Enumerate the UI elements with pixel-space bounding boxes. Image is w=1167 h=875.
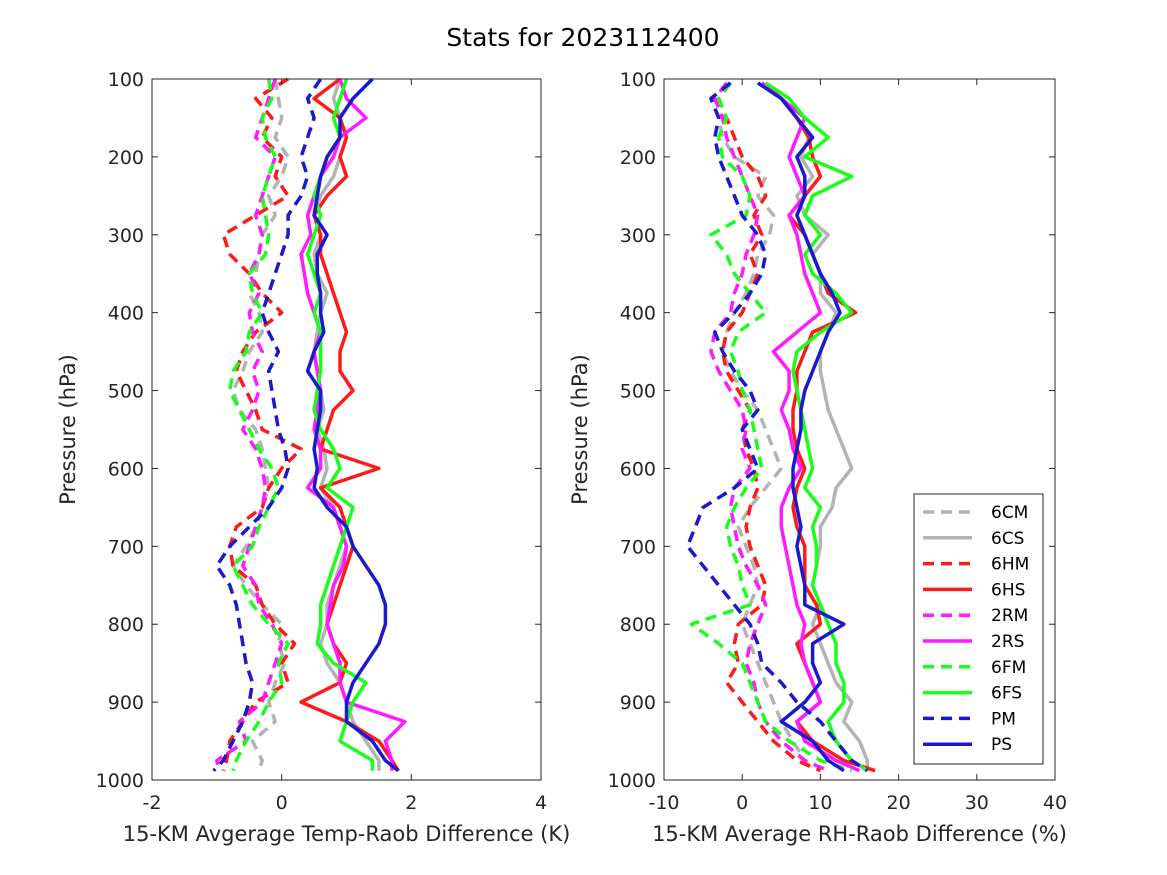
legend-label-6hm: 6HM [991, 555, 1029, 575]
y-axis-label: Pressure (hPa) [568, 354, 592, 505]
legend-label-6cs: 6CS [991, 529, 1024, 549]
series-line-6fm [689, 81, 853, 773]
y-tick-label: 500 [108, 381, 144, 403]
y-tick-label: 500 [620, 381, 656, 403]
legend-label-2rm: 2RM [991, 606, 1028, 626]
series-line-pm [685, 81, 869, 773]
x-tick-label: 40 [1043, 792, 1067, 814]
series-line-6fs [305, 78, 375, 771]
y-tick-label: 400 [620, 303, 656, 325]
series-line-6hm [716, 81, 822, 773]
series-line-6hm [221, 77, 303, 772]
series-line-pm [212, 78, 323, 772]
y-tick-label: 700 [108, 536, 144, 558]
series-line-6cm [709, 81, 814, 772]
x-tick-label: -2 [143, 792, 162, 814]
x-axis-label: 15-KM Avgerage Temp-Raob Difference (K) [123, 822, 571, 846]
series-line-6hs [760, 81, 876, 773]
y-tick-label: 1000 [608, 770, 656, 792]
y-tick-label: 300 [108, 225, 144, 247]
x-tick-label: 30 [965, 792, 989, 814]
y-tick-label: 200 [108, 147, 144, 169]
y-axis-label: Pressure (hPa) [56, 354, 80, 505]
x-tick-label: 20 [887, 792, 911, 814]
axes-frame [151, 78, 542, 781]
rh-panel: -10 0 10 20 30 40 100 200 300 400 500 600 700 800 900 1… [568, 69, 1067, 846]
x-tick-label: 10 [808, 792, 832, 814]
series-line-6hs [299, 77, 400, 772]
series-line-6cm [231, 78, 290, 772]
y-tick-label: 900 [108, 692, 144, 714]
x-tick-label: 0 [736, 792, 748, 814]
chart-title: Stats for 2023112400 [446, 23, 719, 52]
legend-label-6hs: 6HS [991, 580, 1025, 600]
series-line-ps [756, 81, 846, 773]
y-tick-label: 800 [108, 614, 144, 636]
series-line-6fs [764, 81, 869, 773]
y-tick-label: 100 [620, 69, 656, 91]
y-tick-label: 100 [108, 69, 144, 91]
series-line-ps [305, 77, 400, 773]
x-tick-label: 2 [405, 792, 417, 814]
legend: 6CM 6CS 6HM 6HS 2RM 2RS 6FM 6FS PM PS [913, 493, 1044, 765]
x-tick-label: 4 [535, 792, 547, 814]
series-line-6cs [764, 81, 870, 771]
x-axis-label: 15-KM Average RH-Raob Difference (%) [652, 822, 1067, 846]
x-tick-label: 0 [276, 792, 288, 814]
y-tick-label: 800 [620, 614, 656, 636]
y-tick-label: 200 [620, 147, 656, 169]
y-tick-label: 300 [620, 225, 656, 247]
y-tick-label: 700 [620, 536, 656, 558]
y-tick-label: 600 [620, 458, 656, 480]
y-tick-label: 900 [620, 692, 656, 714]
y-tick-label: 600 [108, 458, 144, 480]
legend-label-pm: PM [991, 709, 1016, 729]
legend-label-ps: PS [991, 735, 1012, 755]
legend-label-6fs: 6FS [991, 684, 1022, 704]
axes-frame [663, 78, 1056, 781]
series-line-2rm [215, 78, 284, 772]
temperature-panel: -2 0 2 4 100 200 300 400 500 600 700 800 900 1000 15-K… [56, 69, 570, 846]
y-tick-label: 400 [108, 303, 144, 325]
legend-label-6cm: 6CM [991, 503, 1028, 523]
y-tick-label: 1000 [96, 770, 144, 792]
series-line-6fm [228, 78, 290, 772]
legend-label-2rs: 2RS [991, 632, 1024, 652]
x-tick-label: -10 [648, 792, 679, 814]
legend-label-6fm: 6FM [991, 658, 1026, 678]
